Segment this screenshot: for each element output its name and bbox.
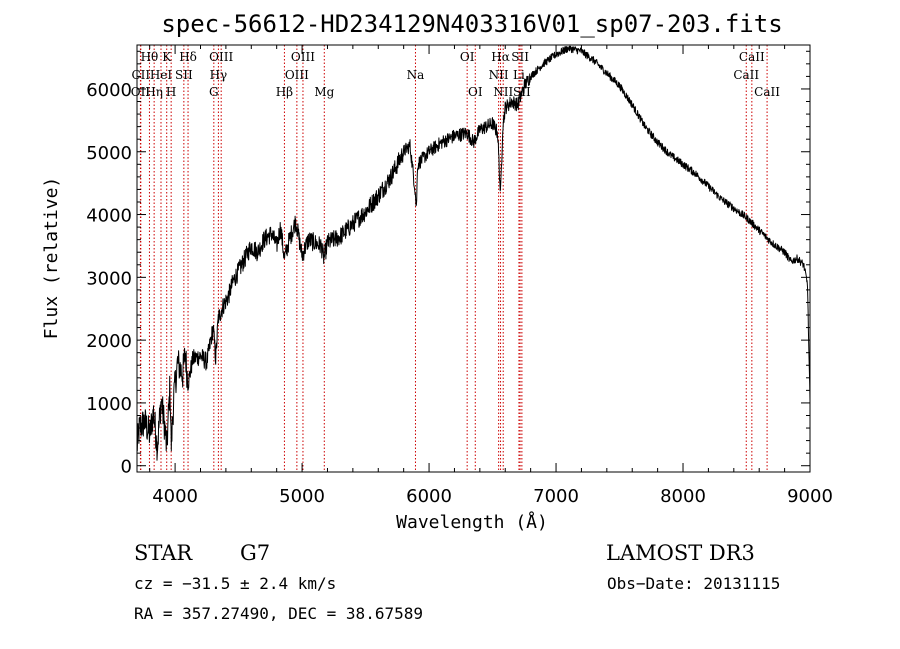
spectral-line-label: K bbox=[162, 50, 172, 64]
x-tick-label: 5000 bbox=[279, 486, 325, 507]
spectral-line-label: Na bbox=[407, 68, 425, 82]
survey-name: LAMOST DR3 bbox=[606, 541, 755, 565]
y-tick-label: 0 bbox=[121, 457, 132, 478]
chart-title: spec-56612-HD234129N403316V01_sp07-203.f… bbox=[161, 10, 782, 38]
y-axis-label: Flux (relative) bbox=[41, 177, 62, 340]
spectral-line-label: Hη bbox=[145, 85, 163, 99]
object-subclass: G7 bbox=[240, 541, 270, 565]
spectral-line-label: Mg bbox=[314, 85, 334, 99]
plot-frame bbox=[136, 44, 811, 473]
redshift-velocity: cz = −31.5 ± 2.4 km/s bbox=[134, 574, 336, 593]
spectral-line-label: NII bbox=[489, 68, 509, 82]
spectral-line-label: OIII bbox=[285, 68, 309, 82]
spectral-line-label: Hα bbox=[491, 50, 510, 64]
spectral-line-label: G bbox=[209, 85, 219, 99]
spectral-line-label: Li bbox=[513, 68, 525, 82]
x-tick-label: 9000 bbox=[787, 486, 833, 507]
spectral-line-label: HeI bbox=[150, 68, 173, 82]
spectral-line-label: OI bbox=[460, 50, 475, 64]
y-tick-label: 6000 bbox=[86, 80, 132, 101]
y-tick-label: 4000 bbox=[86, 206, 132, 227]
spectral-line-label: SII bbox=[511, 50, 529, 64]
spectral-line-label: OIII bbox=[291, 50, 315, 64]
spectral-line-label: NII bbox=[493, 85, 513, 99]
spectral-line-label: SII bbox=[175, 68, 193, 82]
sky-coordinates: RA = 357.27490, DEC = 38.67589 bbox=[134, 604, 423, 623]
spectral-line-markers bbox=[139, 45, 768, 472]
flux-series-line bbox=[136, 45, 811, 461]
spectral-line-label: Hβ bbox=[276, 85, 293, 99]
spectral-line-label: CII bbox=[131, 68, 150, 82]
x-tick-label: 6000 bbox=[406, 486, 452, 507]
spectral-line-label: Hθ bbox=[141, 50, 159, 64]
spectral-line-label: H bbox=[166, 85, 176, 99]
x-axis-ticks: 4000 5000 6000 7000 8000 9000 bbox=[149, 45, 833, 507]
y-tick-label: 1000 bbox=[86, 394, 132, 415]
observation-date: Obs−Date: 20131115 bbox=[607, 574, 780, 593]
y-tick-label: 2000 bbox=[86, 331, 132, 352]
spectral-line-label: CaII bbox=[739, 50, 765, 64]
y-axis-ticks: 0 1000 2000 3000 4000 5000 6000 bbox=[86, 50, 810, 478]
spectral-line-label: Hγ bbox=[210, 68, 228, 82]
x-tick-label: 4000 bbox=[152, 486, 198, 507]
spectral-line-label: OI bbox=[468, 85, 483, 99]
spectral-line-label: CaII bbox=[754, 85, 780, 99]
y-tick-label: 3000 bbox=[86, 268, 132, 289]
x-tick-label: 7000 bbox=[533, 486, 579, 507]
spectral-line-label: OIII bbox=[209, 50, 233, 64]
spectral-line-label: Hδ bbox=[179, 50, 197, 64]
y-tick-label: 5000 bbox=[86, 143, 132, 164]
spectral-line-label: CaII bbox=[733, 68, 759, 82]
x-tick-label: 8000 bbox=[660, 486, 706, 507]
x-axis-label: Wavelength (Å) bbox=[396, 511, 548, 533]
object-class: STAR bbox=[134, 541, 193, 565]
